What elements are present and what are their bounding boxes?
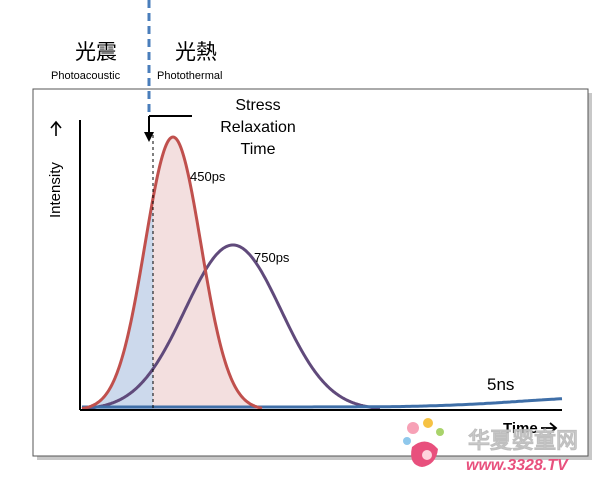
watermark-site-name: 华夏婴童网 [468, 428, 578, 453]
y-axis-arrow [50, 120, 62, 136]
watermark-logo [403, 418, 444, 467]
stress-relaxation-arrow [144, 115, 192, 142]
x-axis-label: Time [503, 420, 538, 437]
photothermal-cjk-label: 光熱 [175, 41, 217, 64]
x-axis-arrow [541, 422, 558, 434]
stress-label-line3: Time [241, 141, 276, 158]
photothermal-region [153, 137, 262, 410]
pulse-450ps-curve [81, 135, 263, 411]
photoacoustic-cjk-label: 光震 [75, 41, 117, 64]
pulse-750ps-label: 750ps [254, 250, 290, 265]
pulse-5ns-label: 5ns [487, 375, 514, 394]
stress-label-line1: Stress [235, 97, 280, 114]
watermark-url: www.3328.TV [466, 457, 569, 474]
photoacoustic-region [82, 198, 153, 410]
pulse-450ps-label: 450ps [190, 169, 226, 184]
photothermal-label: Photothermal [157, 70, 222, 82]
pulse-5ns-curve [82, 397, 563, 409]
photoacoustic-label: Photoacoustic [51, 70, 121, 82]
pulse-750ps-curve [82, 243, 381, 411]
y-axis-title: Intensity [47, 162, 64, 218]
y-axis-label: Intensity [47, 162, 64, 218]
stress-label-line2: Relaxation [220, 119, 296, 136]
